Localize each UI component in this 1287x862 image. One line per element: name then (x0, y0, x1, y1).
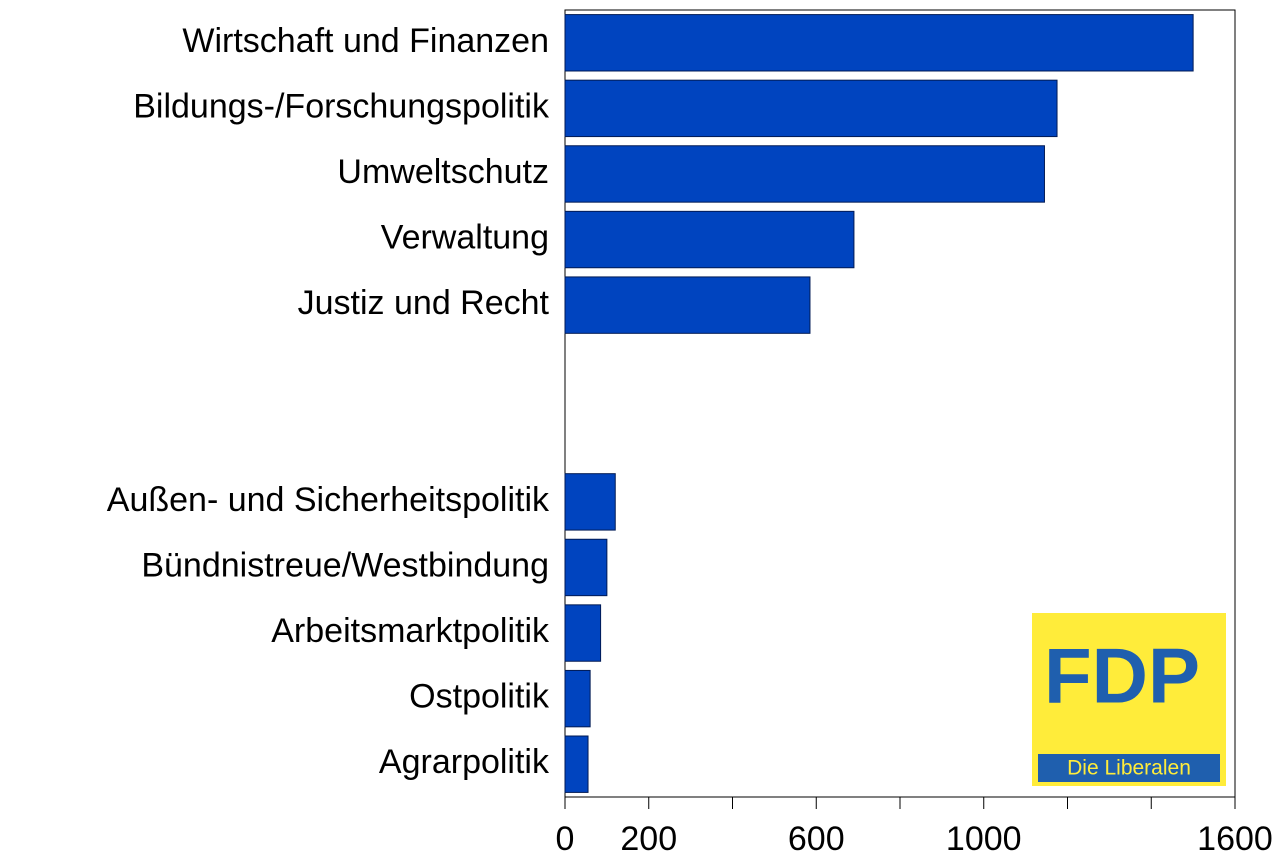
bar (564, 210, 855, 269)
x-tick-label: 0 (556, 820, 575, 858)
bar (564, 14, 1194, 72)
y-tick-label: Wirtschaft und Finanzen (182, 22, 549, 60)
y-tick-label: Agrarpolitik (379, 743, 550, 781)
y-tick-label: Bündnistreue/Westbindung (141, 546, 549, 584)
y-tick-label: Justiz und Recht (298, 284, 550, 322)
y-tick-label: Umweltschutz (337, 153, 549, 191)
y-tick-label: Bildungs-/Forschungspolitik (133, 87, 550, 125)
logo-text: FDP (1044, 632, 1200, 720)
y-tick-label: Ostpolitik (409, 678, 550, 716)
bar (564, 79, 1058, 138)
bar (564, 145, 1045, 203)
bar (564, 538, 608, 597)
logo-strip (1038, 754, 1220, 782)
y-tick-label: Außen- und Sicherheitspolitik (107, 481, 550, 519)
logo: FDP Die Liberalen (1032, 613, 1226, 786)
x-tick-label: 1600 (1197, 820, 1273, 858)
bar (564, 735, 589, 793)
bar (564, 604, 602, 662)
y-tick-label: Arbeitsmarktpolitik (271, 612, 550, 650)
bar (564, 276, 811, 334)
x-tick-label: 200 (620, 820, 677, 858)
y-tick-label: Verwaltung (381, 219, 549, 257)
bar (564, 669, 591, 728)
x-tick-label: 1000 (946, 820, 1022, 858)
logo-subtitle: Die Liberalen (1067, 757, 1191, 780)
bar (564, 473, 616, 531)
x-tick-label: 600 (788, 820, 845, 858)
